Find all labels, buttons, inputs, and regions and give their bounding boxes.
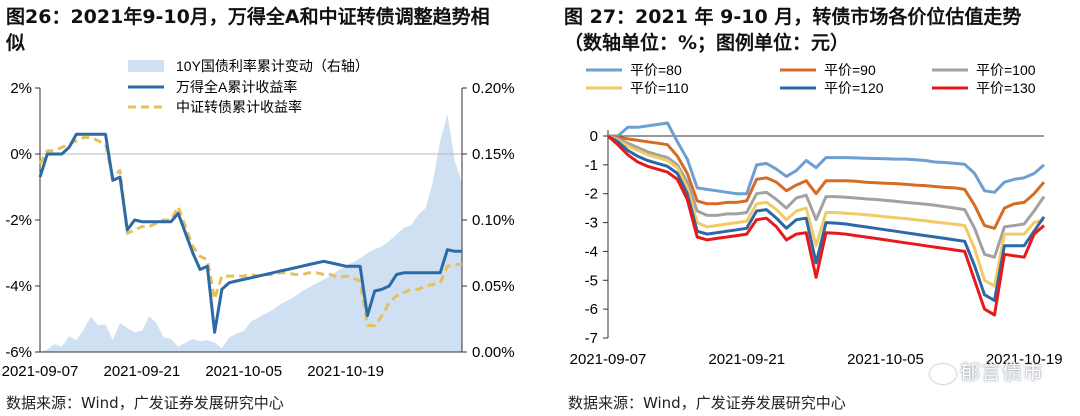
legend-label: 10Y国债利率累计变动（右轴） bbox=[176, 58, 369, 74]
left-y-tick-label: -6% bbox=[5, 344, 32, 361]
x-tick-label: 2021-09-07 bbox=[570, 351, 647, 368]
bond-yield-change-area bbox=[40, 114, 462, 353]
legend-swatch-area bbox=[128, 60, 164, 72]
parity-line-3 bbox=[607, 134, 1045, 288]
watermark-text: 郁言债市 bbox=[960, 360, 1044, 384]
y-tick-label: -7 bbox=[585, 330, 598, 347]
y-tick-label: -2 bbox=[585, 186, 598, 203]
right-y-tick-label: 0.00% bbox=[472, 344, 515, 361]
legend-label: 平价=100 bbox=[976, 62, 1036, 78]
wind-a-return-line bbox=[38, 132, 462, 334]
watermark: 郁言债市 bbox=[930, 356, 1044, 385]
legend-label: 中证转债累计收益率 bbox=[176, 99, 302, 115]
y-tick-label: -6 bbox=[585, 301, 598, 318]
x-tick-label: 2021-10-05 bbox=[847, 351, 924, 368]
left-y-tick-label: 0% bbox=[10, 146, 32, 163]
left-source: 数据来源：Wind，广发证券发展研究中心 bbox=[6, 394, 284, 412]
x-tick-label: 2021-09-21 bbox=[708, 351, 785, 368]
x-tick-label: 2021-09-07 bbox=[2, 363, 79, 380]
right-y-tick-label: 0.10% bbox=[472, 212, 515, 229]
y-tick-label: -4 bbox=[585, 243, 598, 260]
left-y-tick-label: 2% bbox=[10, 80, 32, 97]
legend-label: 平价=80 bbox=[630, 62, 682, 78]
right-chart: 0 -1 -2 -3 -4 -5 -6 -7 2021-09-07 2021-09-21 2021-… bbox=[570, 62, 1063, 368]
y-tick-label: -3 bbox=[585, 215, 598, 232]
left-title-line1: 图26：2021年9-10月，万得全A和中证转债调整趋势相 bbox=[6, 6, 490, 28]
left-title-line2: 似 bbox=[6, 32, 26, 54]
left-y-tick-label: -2% bbox=[5, 212, 32, 229]
parity-line-2 bbox=[607, 134, 1046, 259]
legend-label: 平价=130 bbox=[976, 80, 1036, 96]
legend-label: 平价=120 bbox=[824, 80, 884, 96]
x-tick-label: 2021-10-19 bbox=[307, 363, 384, 380]
x-tick-label: 2021-10-19 bbox=[986, 351, 1063, 368]
legend-label: 平价=90 bbox=[824, 62, 876, 78]
left-figure: 图26：2021年9-10月，万得全A和中证转债调整趋势相 似 2% 0% -2% -… bbox=[0, 0, 530, 416]
x-tick-label: 2021-10-05 bbox=[205, 363, 282, 380]
wechat-icon bbox=[930, 363, 956, 384]
y-tick-label: 0 bbox=[590, 128, 598, 145]
right-title-line1: 图 27：2021 年 9-10 月，转债市场各价位估值走势 bbox=[564, 6, 1022, 28]
parity-line-4 bbox=[607, 134, 1046, 302]
right-figure: 图 27：2021 年 9-10 月，转债市场各价位估值走势 （数轴单位：%；图… bbox=[552, 0, 1080, 416]
right-y-tick-label: 0.15% bbox=[472, 146, 515, 163]
right-figure-title: 图 27：2021 年 9-10 月，转债市场各价位估值走势 （数轴单位：%；图… bbox=[564, 4, 1021, 56]
legend-label: 平价=110 bbox=[630, 80, 689, 96]
legend-label: 万得全A累计收益率 bbox=[176, 79, 297, 95]
left-chart: 2% 0% -2% -4% -6% 0.20% 0.15% 0.10% 0.05% 0.00% 20… bbox=[2, 58, 515, 380]
parity-line-1 bbox=[607, 134, 1046, 230]
y-tick-label: -1 bbox=[585, 157, 598, 174]
left-figure-title: 图26：2021年9-10月，万得全A和中证转债调整趋势相 似 bbox=[6, 4, 490, 56]
x-tick-label: 2021-09-21 bbox=[103, 363, 180, 380]
parity-line-5 bbox=[607, 134, 1045, 317]
right-y-tick-label: 0.20% bbox=[472, 80, 515, 97]
right-source: 数据来源：Wind，广发证券发展研究中心 bbox=[568, 394, 846, 412]
y-tick-label: -5 bbox=[585, 272, 598, 289]
right-title-line2: （数轴单位：%；图例单位：元） bbox=[564, 32, 850, 54]
parity-line-0 bbox=[608, 121, 1045, 196]
left-y-tick-label: -4% bbox=[5, 278, 32, 295]
right-y-tick-label: 0.05% bbox=[472, 278, 515, 295]
